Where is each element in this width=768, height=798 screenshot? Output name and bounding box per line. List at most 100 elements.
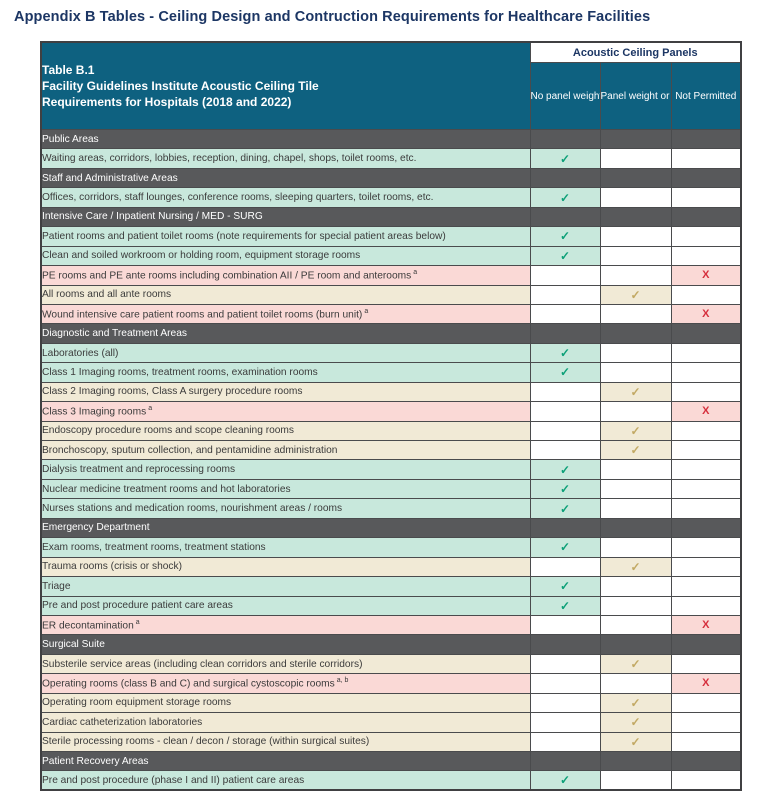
row-label-text: Wound intensive care patient rooms and p… — [42, 309, 363, 321]
empty-cell — [599, 362, 672, 383]
table-row: Wound intensive care patient rooms and p… — [40, 303, 742, 325]
table-row: ER decontamination a X — [40, 614, 742, 636]
table-row: Offices, corridors, staff lounges, confe… — [40, 187, 742, 208]
check-mark: ✓ — [529, 498, 601, 519]
empty-cell — [529, 439, 601, 461]
check-mark: ✓ — [529, 770, 601, 791]
empty-cell — [670, 556, 742, 578]
empty-cell — [670, 342, 742, 364]
empty-cell — [670, 439, 742, 461]
row-label-text: Operating rooms (class B and C) and surg… — [42, 678, 335, 690]
empty-cell — [670, 362, 742, 383]
empty-cell — [599, 303, 672, 325]
row-label-text: Class 3 Imaging rooms — [42, 406, 147, 418]
table-row: Sterile processing rooms - clean / decon… — [40, 731, 742, 753]
row-label: Class 2 Imaging rooms, Class A surgery p… — [40, 381, 531, 403]
row-label: Bronchoscopy, sputum collection, and pen… — [40, 439, 531, 461]
footnote-marker: a, b — [336, 677, 349, 685]
empty-cell — [599, 614, 672, 636]
row-label: Offices, corridors, staff lounges, confe… — [40, 187, 531, 208]
empty-cell — [670, 148, 742, 169]
check-mark: ✓ — [529, 576, 601, 597]
empty-cell — [599, 245, 672, 267]
table-title-line1: Table B.1 — [42, 62, 95, 77]
section-cell — [529, 128, 601, 150]
row-label: Nurses stations and medication rooms, no… — [40, 498, 531, 519]
check-mark: ✓ — [529, 187, 601, 208]
empty-cell — [670, 653, 742, 675]
section-cell — [599, 323, 672, 344]
section-row: Surgical Suite — [40, 634, 742, 655]
section-row: Diagnostic and Treatment Areas — [40, 323, 742, 344]
check-mark: ✓ — [599, 439, 672, 461]
row-label-text: Patient rooms and patient toilet rooms (… — [42, 230, 446, 242]
check-mark: ✓ — [529, 245, 601, 267]
empty-cell — [670, 381, 742, 403]
empty-cell — [599, 498, 672, 519]
check-mark: ✓ — [529, 362, 601, 383]
table-header: Table B.1 Facility Guidelines Institute … — [40, 41, 742, 130]
row-label: Cardiac catheterization laboratories — [40, 712, 531, 733]
empty-cell — [529, 712, 601, 733]
check-mark: ✓ — [599, 381, 672, 403]
empty-cell — [670, 731, 742, 753]
row-label-text: Pre and post procedure (phase I and II) … — [42, 774, 305, 786]
row-label: Exam rooms, treatment rooms, treatment s… — [40, 537, 531, 558]
check-mark: ✓ — [529, 595, 601, 616]
empty-cell — [529, 420, 601, 442]
empty-cell — [599, 187, 672, 208]
section-cell — [670, 206, 742, 228]
empty-cell — [670, 498, 742, 519]
section-cell — [670, 750, 742, 772]
check-mark: ✓ — [529, 459, 601, 480]
check-mark: ✓ — [599, 653, 672, 675]
empty-cell — [529, 265, 601, 286]
table-row: Nuclear medicine treatment rooms and hot… — [40, 478, 742, 500]
table-row: Pre and post procedure patient care area… — [40, 595, 742, 616]
empty-cell — [670, 712, 742, 733]
empty-cell — [599, 459, 672, 480]
section-cell — [599, 750, 672, 772]
check-mark: ✓ — [529, 478, 601, 500]
check-mark: ✓ — [599, 731, 672, 753]
section-cell — [670, 634, 742, 655]
section-label: Emergency Department — [40, 517, 531, 539]
section-label: Intensive Care / Inpatient Nursing / MED… — [40, 206, 531, 228]
table-row: Waiting areas, corridors, lobbies, recep… — [40, 148, 742, 169]
table-row: Clean and soiled workroom or holding roo… — [40, 245, 742, 267]
row-label: Dialysis treatment and reprocessing room… — [40, 459, 531, 480]
row-label: Class 3 Imaging rooms a — [40, 401, 531, 422]
row-label-text: Operating room equipment storage rooms — [42, 697, 232, 709]
row-label: Patient rooms and patient toilet rooms (… — [40, 226, 531, 247]
empty-cell — [599, 770, 672, 791]
check-mark: ✓ — [529, 148, 601, 169]
row-label-text: Exam rooms, treatment rooms, treatment s… — [42, 541, 266, 553]
row-label-text: Bronchoscopy, sputum collection, and pen… — [42, 444, 338, 456]
check-mark: ✓ — [599, 556, 672, 578]
row-label: Clean and soiled workroom or holding roo… — [40, 245, 531, 267]
row-label-text: Laboratories (all) — [42, 347, 119, 359]
table-body: Public Areas Waiting areas, corridors, lo… — [40, 128, 742, 791]
section-cell — [599, 634, 672, 655]
row-label-text: Trauma rooms (crisis or shock) — [42, 561, 183, 573]
row-label-text: Class 2 Imaging rooms, Class A surgery p… — [42, 386, 303, 398]
row-label-text: Cardiac catheterization laboratories — [42, 716, 203, 728]
empty-cell — [599, 595, 672, 616]
empty-cell — [529, 556, 601, 578]
check-mark: ✓ — [599, 284, 672, 305]
empty-cell — [670, 226, 742, 247]
table-row: Patient rooms and patient toilet rooms (… — [40, 226, 742, 247]
row-label-text: PE rooms and PE ante rooms including com… — [42, 270, 412, 282]
check-mark: ✓ — [529, 342, 601, 364]
footnote-marker: a — [135, 618, 140, 626]
empty-cell — [670, 245, 742, 267]
row-label: Operating room equipment storage rooms — [40, 692, 531, 714]
row-label: Trauma rooms (crisis or shock) — [40, 556, 531, 578]
table-row: Pre and post procedure (phase I and II) … — [40, 770, 742, 791]
empty-cell — [670, 187, 742, 208]
row-label-text: Nurses stations and medication rooms, no… — [42, 503, 343, 515]
table-row: All rooms and all ante rooms ✓ — [40, 284, 742, 305]
row-label-text: Substerile service areas (including clea… — [42, 658, 363, 670]
column-header-no-panel-weight: No panel weight or grid gasket requireme… — [529, 62, 601, 130]
table-row: Class 1 Imaging rooms, treatment rooms, … — [40, 362, 742, 383]
